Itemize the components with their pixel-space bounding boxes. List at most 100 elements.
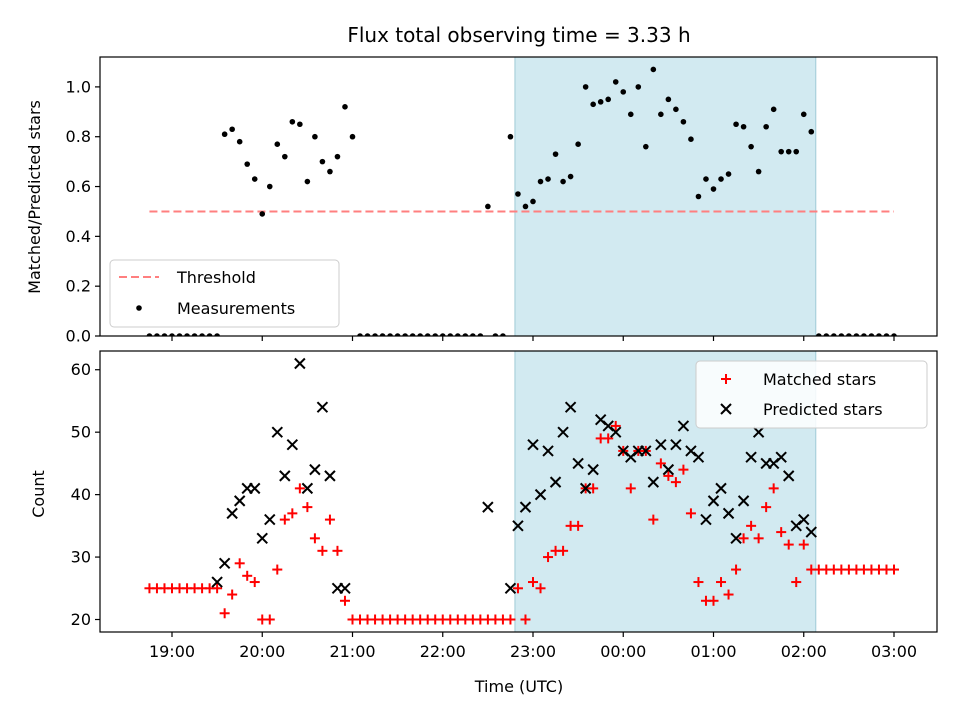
- legend-matched-label: Matched stars: [763, 370, 876, 389]
- matched-stars-point: [234, 558, 245, 569]
- measurement-point: [823, 333, 830, 336]
- measurement-point: [191, 333, 198, 336]
- matched-stars-point: [716, 577, 727, 588]
- measurement-point: [537, 178, 544, 185]
- matched-stars-point: [889, 564, 899, 575]
- predicted-stars-point: [339, 582, 351, 594]
- x-tick-label: 23:00: [510, 642, 556, 661]
- measurement-point: [424, 333, 431, 336]
- chart-title: Flux total observing time = 3.33 h: [347, 23, 690, 47]
- measurement-point: [755, 168, 762, 175]
- matched-stars-point: [738, 533, 749, 544]
- predicted-stars-point: [579, 482, 592, 495]
- measurement-point: [266, 183, 273, 190]
- measurement-point: [372, 333, 378, 336]
- measurement-point: [274, 141, 281, 147]
- measurement-point: [620, 89, 627, 95]
- measurement-point: [590, 101, 596, 108]
- measurement-point: [282, 153, 288, 160]
- x-tick-label: 21:00: [329, 642, 375, 661]
- predicted-stars-point: [572, 457, 584, 470]
- y-tick-label: 0.0: [66, 327, 91, 346]
- matched-stars-point: [783, 539, 794, 550]
- bottom-y-axis-label: Count: [29, 470, 48, 518]
- predicted-stars-point: [564, 401, 577, 413]
- predicted-stars-point: [519, 501, 532, 513]
- predicted-stars-point: [316, 401, 329, 413]
- measurement-point: [567, 173, 574, 180]
- matched-stars-point: [242, 570, 253, 581]
- measurement-point: [763, 123, 769, 130]
- measurement-point: [605, 96, 612, 103]
- x-tick-label: 03:00: [871, 642, 917, 661]
- measurement-point: [327, 168, 333, 175]
- measurement-point: [883, 333, 890, 336]
- matched-stars-point: [663, 470, 674, 481]
- measurement-point: [522, 203, 529, 210]
- matched-stars-point: [543, 552, 554, 563]
- measurement-point: [868, 333, 875, 336]
- matched-stars-point: [309, 533, 320, 544]
- measurement-point: [688, 136, 694, 143]
- matched-stars-point: [249, 577, 260, 588]
- predicted-stars-point: [504, 582, 517, 594]
- matched-stars-point: [746, 520, 757, 531]
- y-tick-label: 1.0: [66, 77, 91, 96]
- measurement-point: [673, 106, 679, 113]
- series-marks: [146, 66, 897, 336]
- measurement-point: [319, 158, 326, 165]
- measurement-point: [695, 193, 702, 200]
- series-marks: [144, 357, 899, 625]
- matched-stars-point: [648, 514, 659, 525]
- measurement-point: [364, 333, 371, 336]
- predicted-stars-point: [557, 426, 569, 438]
- measurement-point: [861, 333, 867, 336]
- predicted-stars-point: [264, 513, 276, 526]
- measurement-point: [748, 143, 754, 150]
- matched-stars-point: [655, 458, 666, 469]
- measurement-point: [387, 333, 393, 336]
- matched-stars-point: [317, 545, 328, 556]
- matched-stars-point: [753, 533, 764, 544]
- predicted-stars-point: [752, 426, 765, 438]
- legend-measurements-label: Measurements: [177, 299, 295, 318]
- measurement-point: [710, 186, 717, 192]
- measurement-point: [635, 84, 642, 90]
- measurement-point: [432, 333, 439, 336]
- predicted-stars-point: [233, 495, 246, 507]
- predicted-stars-point: [279, 470, 291, 482]
- predicted-stars-point: [798, 513, 810, 526]
- measurement-point: [612, 79, 619, 85]
- measurement-point: [154, 333, 160, 336]
- matched-stars-point: [302, 502, 313, 513]
- matched-stars-point: [603, 433, 614, 444]
- matched-stars-point: [685, 508, 696, 519]
- measurement-point: [793, 148, 800, 155]
- predicted-stars-point: [309, 463, 321, 476]
- matched-stars-point: [588, 483, 599, 494]
- measurement-point: [530, 198, 536, 205]
- predicted-stars-point: [226, 507, 238, 520]
- matched-stars-point: [227, 589, 238, 600]
- observing-window-shade: [514, 56, 817, 337]
- measurement-point: [394, 333, 401, 336]
- measurement-point: [703, 176, 709, 182]
- predicted-stars-point: [783, 470, 795, 482]
- x-tick-label: 00:00: [600, 642, 646, 661]
- y-tick-label: 0.4: [66, 227, 91, 246]
- matched-stars-point: [505, 614, 516, 625]
- matched-stars-point: [678, 464, 689, 475]
- predicted-stars-point: [256, 532, 268, 545]
- measurement-point: [778, 148, 784, 155]
- predicted-stars-point: [534, 488, 547, 501]
- legend-measurements-swatch: [136, 305, 142, 311]
- measurement-point: [470, 333, 476, 336]
- measurement-point: [853, 333, 860, 336]
- predicted-stars-point: [745, 451, 757, 463]
- predicted-stars-point: [692, 451, 705, 463]
- measurement-point: [891, 333, 897, 336]
- measurement-point: [357, 333, 363, 336]
- matched-stars-point: [768, 483, 779, 494]
- measurement-point: [507, 133, 514, 140]
- predicted-stars-point: [512, 520, 524, 532]
